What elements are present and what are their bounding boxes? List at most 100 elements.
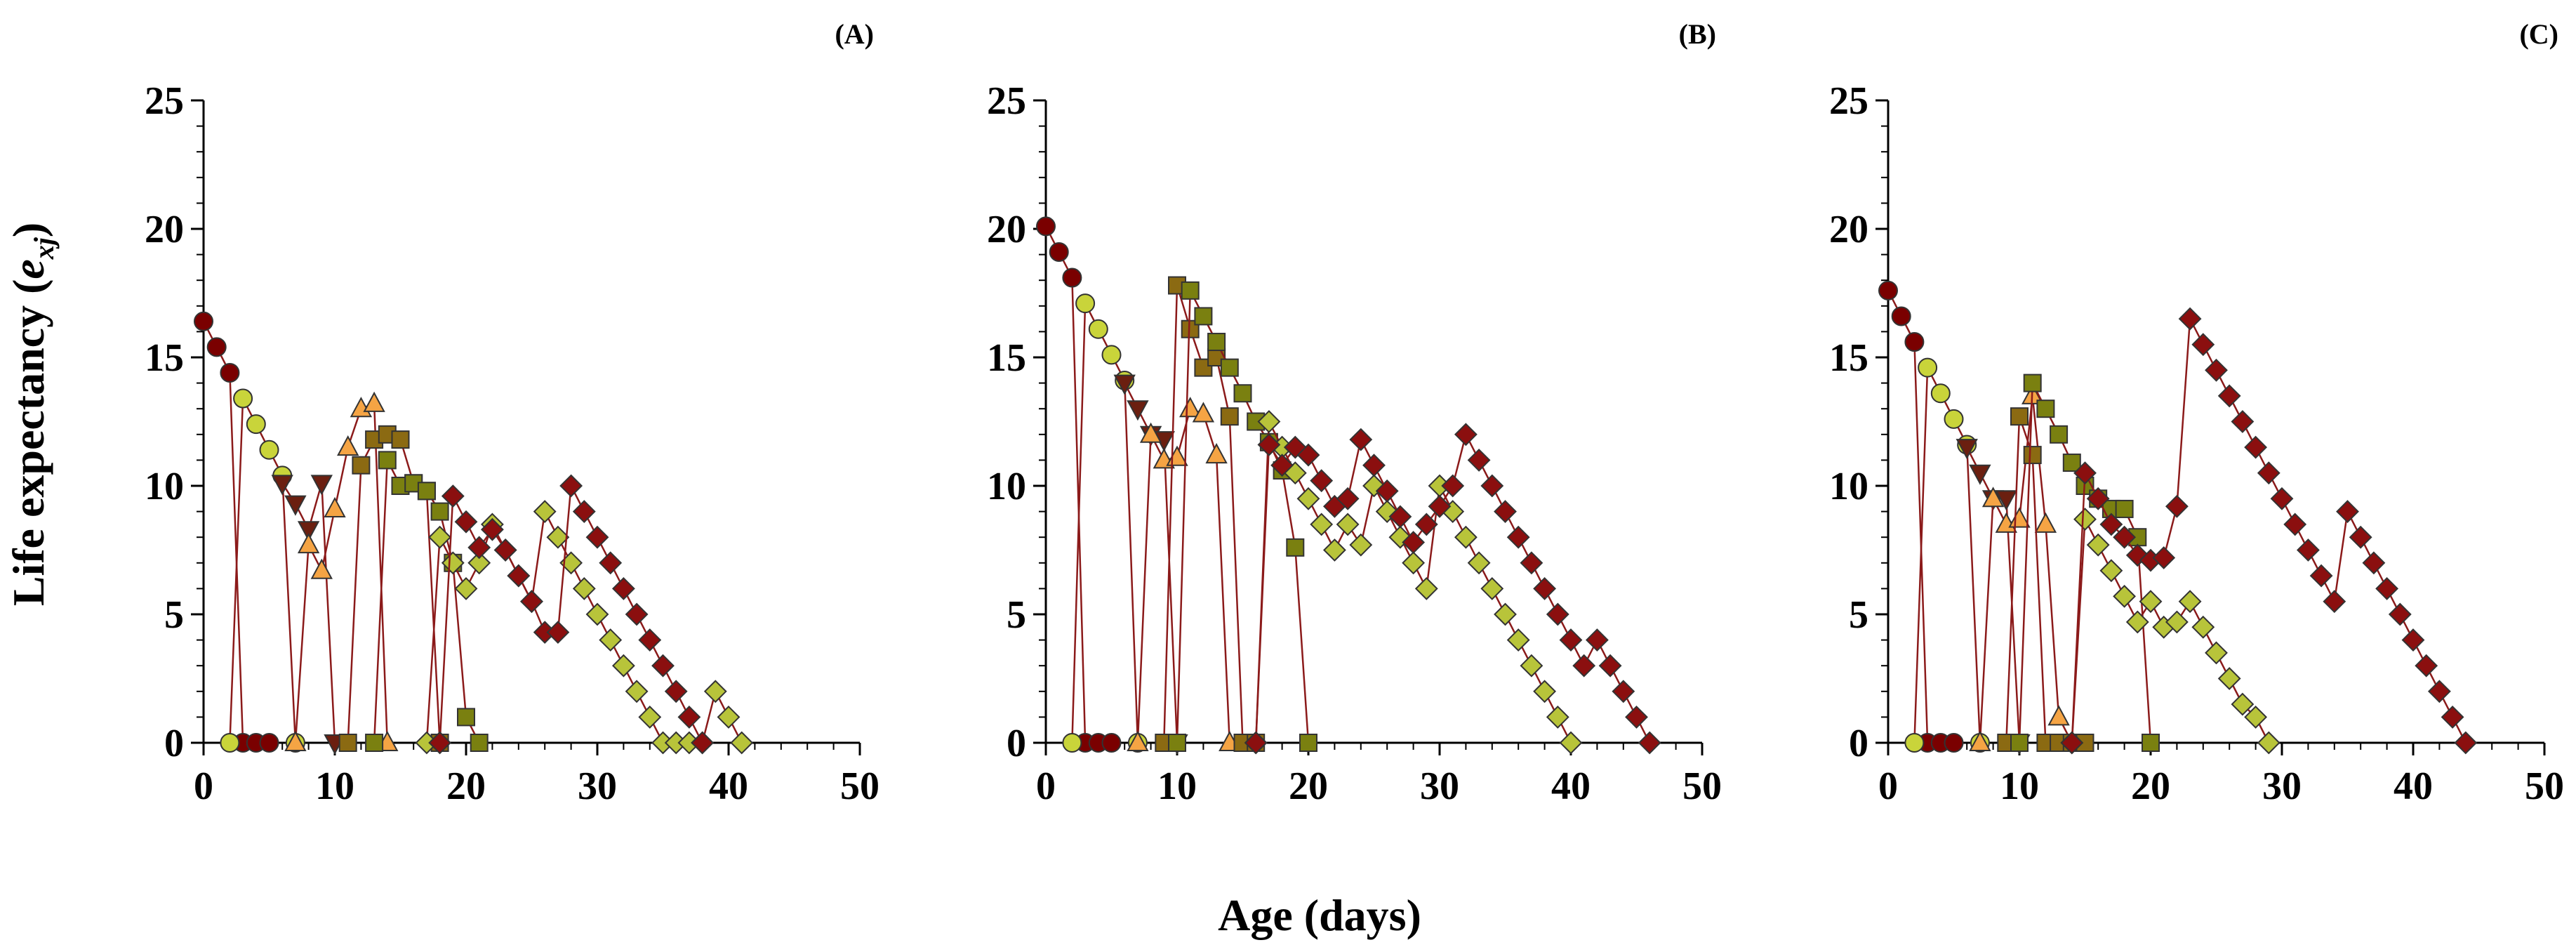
panel-a-series-female-point xyxy=(638,705,662,729)
panel-c-series-male-point xyxy=(2073,461,2097,485)
panel-a-series-male-point xyxy=(441,484,465,508)
panel-c-series-female-point xyxy=(2257,731,2280,755)
panel-b-series-female-point xyxy=(1506,628,1530,652)
panel-a-x-tick-label: 30 xyxy=(578,765,617,808)
panel-c-series-pupa-point xyxy=(2115,499,2134,518)
panel-a-series-egg-point xyxy=(206,337,227,357)
panel-a-series-male-point xyxy=(585,525,609,549)
panel-c-series-male-point xyxy=(2205,358,2228,382)
panel-c-series-pupa-point xyxy=(2023,373,2042,392)
panel-a-series-male-point xyxy=(559,474,583,498)
panel-b-series-male-point xyxy=(1572,654,1596,677)
panel-b-series-egg-point xyxy=(1101,733,1122,753)
panel-a-series-larva-iii-point xyxy=(310,558,333,579)
panel-c-series-larva-iii-point xyxy=(1969,730,1991,751)
panel-c-x-tick-label: 20 xyxy=(2131,765,2170,808)
panel-b-y-tick-label: 15 xyxy=(987,336,1026,380)
panel-b-series-male-point xyxy=(1546,602,1569,626)
panel-a-series-male-line xyxy=(439,482,703,743)
panel-a-x-tick-label: 0 xyxy=(194,765,213,808)
panel-b-series-pupa-line xyxy=(1176,290,1310,743)
panel-c-series-pupa-point xyxy=(2010,734,2029,752)
panel-b-series-male-point xyxy=(1520,551,1543,575)
panel-b-x-tick-label: 30 xyxy=(1420,765,1459,808)
panel-c-series-male-point xyxy=(2427,680,2451,703)
panel-a-series-egg xyxy=(194,311,279,753)
panel-b-series-pupa-point xyxy=(1299,734,1317,752)
panel-a-series-male-point xyxy=(625,602,649,626)
panel-a-series-male-point xyxy=(467,536,491,560)
panel-b-series-larva-iv-point xyxy=(1220,407,1239,426)
panel-b-series-female-point xyxy=(1533,680,1557,703)
panel-c-series-male-point xyxy=(2323,590,2346,614)
panel-c-series-male-point xyxy=(2178,307,2202,331)
panel-c-series-male-point xyxy=(2349,525,2372,549)
panel-b-series-pupa-point xyxy=(1194,307,1213,326)
panel-b-series-male-point xyxy=(1441,474,1465,498)
panel-b-x-tick-label: 20 xyxy=(1289,765,1328,808)
panel-a-series-larva-i xyxy=(220,388,305,753)
panel-b-x-tick-label: 0 xyxy=(1036,765,1056,808)
panel-b-series-male-point xyxy=(1454,423,1478,447)
panel-a-series-larva-i-point xyxy=(259,439,279,460)
panel-c-series-larva-i-point xyxy=(1918,357,1938,378)
panel-b-series-larva-iii-point xyxy=(1139,422,1162,443)
panel-b-series-male-point xyxy=(1349,428,1373,451)
panel-b-series-larva-i-point xyxy=(1075,293,1096,314)
panel-a-series-female-point xyxy=(611,654,635,677)
panel-a-series-larva-i-point xyxy=(246,414,266,435)
panel-a-series-female-point xyxy=(467,551,491,575)
y-axis-title: Life expectancy (exj) xyxy=(4,223,60,606)
panel-b-series-female-point xyxy=(1546,705,1569,729)
panel-c-series-male-point xyxy=(2283,513,2307,536)
panel-b-series-male-point xyxy=(1388,505,1412,529)
panel-a-series-egg-point xyxy=(259,733,279,753)
panel-b-series-male-point xyxy=(1244,731,1268,755)
panel-b-series-egg-point xyxy=(1036,216,1056,237)
panel-b-series-female-point xyxy=(1414,576,1438,600)
panel-c-series-larva-ii-point xyxy=(1995,490,2017,511)
panel-c-series-female-point xyxy=(2205,641,2228,665)
panel-b-series-female-point xyxy=(1454,525,1478,549)
panel-c-series-female-point xyxy=(2073,508,2097,531)
panel-b-series-male-point xyxy=(1257,433,1281,456)
panel-b-series-pupa-point xyxy=(1207,333,1226,352)
panel-a-series-pupa-point xyxy=(378,451,397,470)
panel-b-series-female-point xyxy=(1494,602,1517,626)
panel-b-series-pupa xyxy=(1168,281,1317,752)
panel-a-y-tick-label: 25 xyxy=(145,79,184,123)
panel-c-series-female-point xyxy=(2217,667,2241,690)
panel-b-y-tick-label: 5 xyxy=(1007,593,1026,637)
panel-a-series-larva-ii-point xyxy=(310,475,333,496)
panel-c-series-male-point xyxy=(2375,576,2399,600)
panel-b-x-tick-label: 50 xyxy=(1682,765,1722,808)
panel-a-series-egg-point xyxy=(220,362,240,383)
panel-a-series-larva-i-point xyxy=(233,388,253,409)
panel-a-series-male-point xyxy=(493,538,517,562)
panel-a-series-female-point xyxy=(533,500,557,524)
panel-b-series-male-point xyxy=(1638,731,1661,755)
panel-a-series-pupa-point xyxy=(417,482,436,501)
panel-b-series-male-point xyxy=(1559,628,1583,652)
panel-a-series-larva-i-line xyxy=(229,395,297,743)
panel-c-series-female-point xyxy=(2165,610,2189,634)
panel-b-series-egg-point xyxy=(1049,242,1069,262)
panel-b-series-larva-i-point xyxy=(1062,733,1082,753)
panel-b-series-female-point xyxy=(1257,410,1281,433)
panel-c-label: (C) xyxy=(2519,18,2558,50)
panel-c-series-male-point xyxy=(2309,564,2333,588)
panel-b-series-male-point xyxy=(1270,454,1294,477)
panel-a-series-egg-line xyxy=(202,321,270,744)
panel-b-series-female-point xyxy=(1349,533,1373,557)
panel-c-y-tick-label: 5 xyxy=(1849,593,1868,637)
panel-b-series-female-point xyxy=(1480,576,1504,600)
panel-a-series-female-point xyxy=(599,628,623,652)
panel-a-series-pupa-point xyxy=(457,708,475,727)
panel-a-series-female-point xyxy=(546,525,570,549)
panel-b-series-male-point xyxy=(1612,680,1635,703)
panel-b-series-larva-ii-point xyxy=(1127,400,1149,421)
panel-a-y-tick-label: 0 xyxy=(164,722,184,765)
panel-a-series-female-point xyxy=(717,705,741,729)
panel-a-x-tick-label: 20 xyxy=(446,765,486,808)
